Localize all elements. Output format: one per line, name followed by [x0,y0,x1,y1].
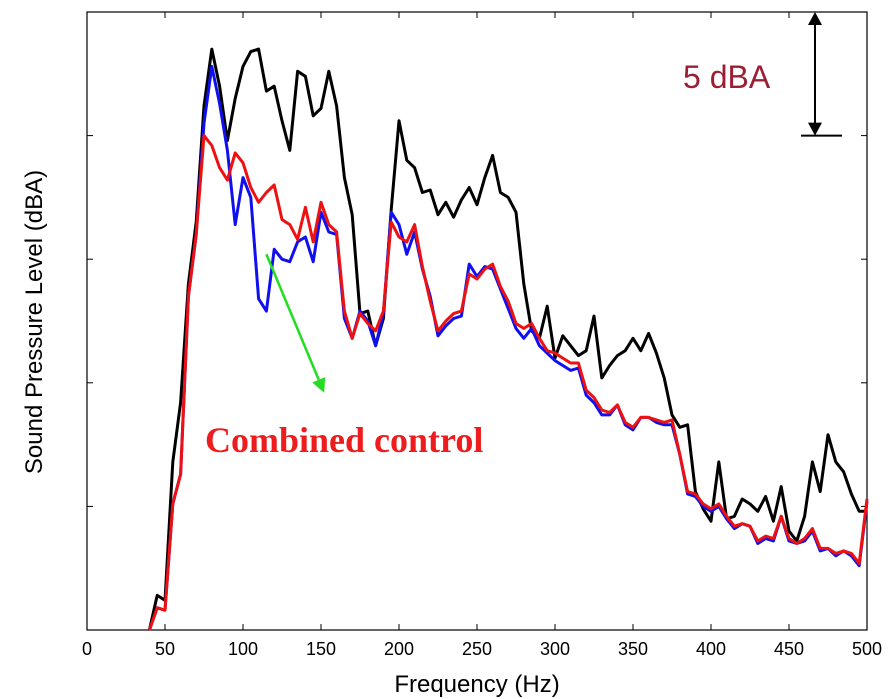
scale-bar-arrow-bottom [808,122,822,136]
x-tick-label: 0 [82,639,92,659]
axis-ticks [86,11,868,631]
x-tick-label: 250 [462,639,492,659]
x-tick-label: 50 [155,639,175,659]
x-tick-label: 150 [306,639,336,659]
x-tick-label: 350 [618,639,648,659]
arrow-head [312,377,326,393]
x-tick-label: 100 [228,639,258,659]
scale-bar-arrow-top [808,12,822,25]
x-tick-label: 400 [696,639,726,659]
x-tick-label: 500 [852,639,882,659]
series-lines [147,47,869,631]
x-tick-labels: 0 50 100 150 200 250 300 350 400 450 500 [82,639,882,659]
scale-bar-label: 5 dBA [683,59,771,95]
combined-control-arrow [265,253,326,393]
x-tick-label: 300 [540,639,570,659]
y-axis-label: Sound Pressure Level (dBA) [21,170,48,474]
x-tick-label: 200 [384,639,414,659]
x-axis-label: Frequency (Hz) [394,671,559,698]
series-line-2 [147,64,869,631]
scale-bar [801,12,842,137]
series-line-1 [147,47,867,631]
x-tick-label: 450 [774,639,804,659]
series-line-3 [147,134,869,631]
combined-control-label: Combined control [205,420,483,460]
arrow-shaft [265,253,320,381]
